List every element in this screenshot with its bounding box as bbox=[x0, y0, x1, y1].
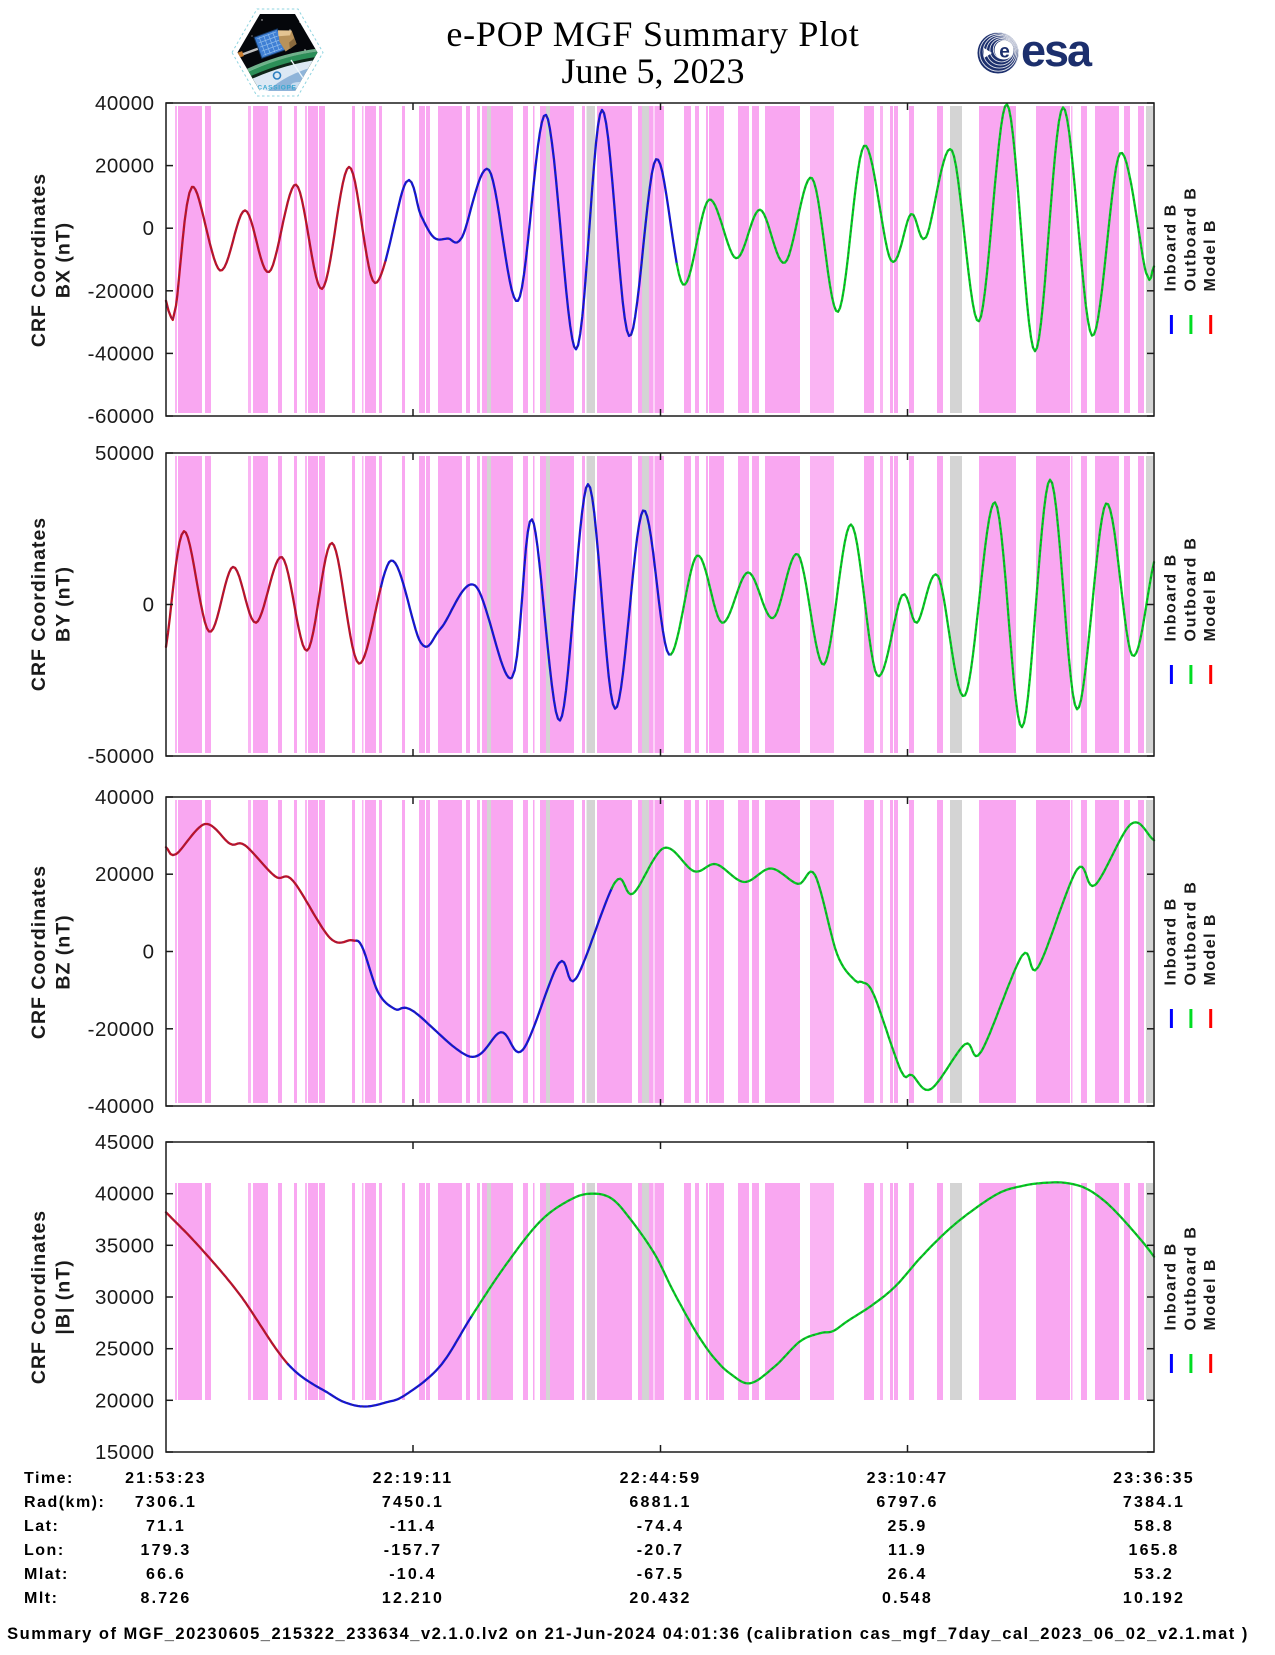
svg-text:50000: 50000 bbox=[95, 442, 155, 465]
svg-text:71.1: 71.1 bbox=[146, 1518, 186, 1535]
svg-text:165.8: 165.8 bbox=[1128, 1542, 1179, 1559]
svg-text:-60000: -60000 bbox=[88, 405, 155, 428]
svg-text:-20000: -20000 bbox=[88, 280, 155, 303]
svg-text:11.9: 11.9 bbox=[888, 1542, 927, 1559]
svg-text:0: 0 bbox=[143, 217, 155, 240]
svg-text:7384.1: 7384.1 bbox=[1123, 1494, 1185, 1511]
svg-text:0: 0 bbox=[143, 594, 155, 617]
svg-text:e-POP MGF Summary Plot: e-POP MGF Summary Plot bbox=[446, 14, 859, 54]
svg-text:Outboard B: Outboard B bbox=[1183, 1226, 1200, 1331]
svg-text:Inboard B: Inboard B bbox=[1163, 1242, 1180, 1330]
svg-text:10.192: 10.192 bbox=[1123, 1590, 1185, 1607]
svg-text:CASSIOPE: CASSIOPE bbox=[257, 85, 296, 92]
svg-text:Mlat:: Mlat: bbox=[24, 1566, 69, 1583]
svg-text:6881.1: 6881.1 bbox=[629, 1494, 691, 1511]
svg-text:-67.5: -67.5 bbox=[637, 1566, 684, 1583]
svg-text:12.210: 12.210 bbox=[382, 1590, 444, 1607]
svg-text:35000: 35000 bbox=[95, 1234, 155, 1257]
svg-text:179.3: 179.3 bbox=[140, 1542, 191, 1559]
svg-text:22:44:59: 22:44:59 bbox=[620, 1470, 702, 1487]
svg-text:CRF Coordinates: CRF Coordinates bbox=[28, 517, 50, 691]
svg-text:Outboard B: Outboard B bbox=[1183, 881, 1200, 986]
svg-text:esa: esa bbox=[1021, 25, 1093, 76]
svg-text:BY (nT): BY (nT) bbox=[52, 566, 74, 642]
svg-text:BZ (nT): BZ (nT) bbox=[52, 914, 74, 989]
svg-text:30000: 30000 bbox=[95, 1286, 155, 1309]
svg-text:Summary of MGF_20230605_215322: Summary of MGF_20230605_215322_233634_v2… bbox=[7, 1625, 1249, 1643]
svg-text:20000: 20000 bbox=[95, 155, 155, 178]
svg-text:-157.7: -157.7 bbox=[384, 1542, 443, 1559]
svg-text:-74.4: -74.4 bbox=[637, 1518, 684, 1535]
svg-text:23:10:47: 23:10:47 bbox=[867, 1470, 949, 1487]
svg-text:-40000: -40000 bbox=[88, 342, 155, 365]
svg-text:58.8: 58.8 bbox=[1134, 1518, 1174, 1535]
svg-text:Time:: Time: bbox=[24, 1470, 74, 1487]
svg-text:Outboard B: Outboard B bbox=[1183, 187, 1200, 292]
svg-text:-20.7: -20.7 bbox=[637, 1542, 684, 1559]
svg-text:Inboard B: Inboard B bbox=[1163, 553, 1180, 641]
svg-text:CRF Coordinates: CRF Coordinates bbox=[28, 865, 50, 1039]
svg-text:June 5, 2023: June 5, 2023 bbox=[562, 51, 745, 91]
svg-text:53.2: 53.2 bbox=[1134, 1566, 1174, 1583]
svg-text:Inboard B: Inboard B bbox=[1163, 897, 1180, 985]
svg-text:66.6: 66.6 bbox=[146, 1566, 186, 1583]
svg-text:21:53:23: 21:53:23 bbox=[125, 1470, 207, 1487]
svg-text:Model B: Model B bbox=[1202, 1258, 1219, 1330]
svg-text:40000: 40000 bbox=[95, 786, 155, 809]
svg-text:20000: 20000 bbox=[95, 863, 155, 886]
svg-text:Outboard B: Outboard B bbox=[1183, 537, 1200, 642]
svg-text:40000: 40000 bbox=[95, 1183, 155, 1206]
svg-text:0.548: 0.548 bbox=[882, 1590, 933, 1607]
svg-text:7450.1: 7450.1 bbox=[382, 1494, 444, 1511]
svg-text:-10.4: -10.4 bbox=[389, 1566, 436, 1583]
svg-text:7306.1: 7306.1 bbox=[135, 1494, 197, 1511]
svg-text:Rad(km):: Rad(km): bbox=[24, 1494, 105, 1511]
svg-text:40000: 40000 bbox=[95, 92, 155, 115]
svg-text:e: e bbox=[999, 42, 1010, 63]
svg-text:Model B: Model B bbox=[1202, 569, 1219, 641]
svg-text:8.726: 8.726 bbox=[140, 1590, 191, 1607]
svg-text:0: 0 bbox=[143, 941, 155, 964]
svg-text:Lon:: Lon: bbox=[24, 1542, 65, 1559]
svg-text:Inboard B: Inboard B bbox=[1163, 203, 1180, 291]
svg-text:15000: 15000 bbox=[95, 1441, 155, 1464]
svg-text:26.4: 26.4 bbox=[888, 1566, 928, 1583]
svg-text:|B| (nT): |B| (nT) bbox=[52, 1259, 74, 1334]
svg-text:-40000: -40000 bbox=[88, 1095, 155, 1118]
svg-text:-50000: -50000 bbox=[88, 745, 155, 768]
svg-text:-20000: -20000 bbox=[88, 1018, 155, 1041]
svg-text:20000: 20000 bbox=[95, 1389, 155, 1412]
svg-text:Model B: Model B bbox=[1202, 913, 1219, 985]
svg-text:45000: 45000 bbox=[95, 1131, 155, 1154]
svg-text:6797.6: 6797.6 bbox=[876, 1494, 938, 1511]
svg-text:25.9: 25.9 bbox=[888, 1518, 928, 1535]
svg-text:Lat:: Lat: bbox=[24, 1518, 59, 1535]
svg-text:CRF Coordinates: CRF Coordinates bbox=[28, 173, 50, 347]
svg-text:22:19:11: 22:19:11 bbox=[373, 1470, 454, 1487]
svg-text:Model B: Model B bbox=[1202, 219, 1219, 291]
svg-text:CRF Coordinates: CRF Coordinates bbox=[28, 1210, 50, 1384]
svg-text:BX (nT): BX (nT) bbox=[52, 222, 74, 298]
svg-text:25000: 25000 bbox=[95, 1338, 155, 1361]
svg-text:-11.4: -11.4 bbox=[390, 1518, 437, 1535]
svg-text:23:36:35: 23:36:35 bbox=[1113, 1470, 1195, 1487]
svg-text:Mlt:: Mlt: bbox=[24, 1590, 58, 1607]
svg-text:20.432: 20.432 bbox=[629, 1590, 691, 1607]
